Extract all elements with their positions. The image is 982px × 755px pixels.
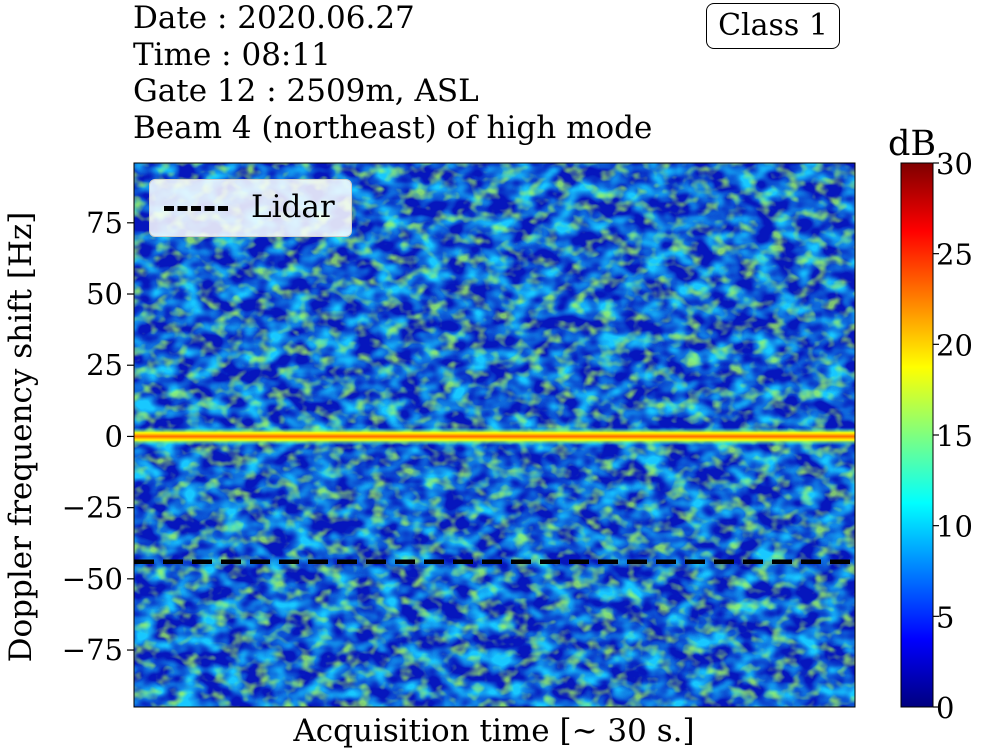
y-tick-label: −50 — [62, 562, 123, 596]
y-tick-label: 75 — [86, 206, 123, 240]
time-line: Time : 08:11 — [133, 36, 331, 73]
legend-lidar-swatch — [164, 206, 228, 211]
colorbar-tick-label: 0 — [936, 691, 954, 725]
colorbar-tick-label: 30 — [936, 147, 973, 181]
chart-header: Date : 2020.06.27 Time : 08:11 Gate 12 :… — [133, 0, 652, 146]
y-axis-label: Doppler frequency shift [Hz] — [3, 212, 39, 663]
legend-lidar-label: Lidar — [251, 189, 335, 225]
colorbar-tick-label: 5 — [936, 600, 954, 634]
y-tick-label: 25 — [86, 348, 123, 382]
y-axis-ticks: 75 50 25 0 −25 −50 −75 — [62, 206, 134, 667]
y-tick-label: 50 — [86, 277, 123, 311]
colorbar-tick-label: 15 — [936, 419, 973, 453]
y-tick-label: −75 — [62, 633, 123, 667]
heatmap-area — [134, 163, 855, 707]
y-tick-label: −25 — [62, 491, 123, 525]
beam-line: Beam 4 (northeast) of high mode — [133, 109, 653, 146]
y-tick-label: 0 — [105, 419, 123, 453]
colorbar-tick-label: 10 — [936, 510, 973, 544]
colorbar-ticks: 30 25 20 15 10 5 0 — [933, 147, 973, 725]
colorbar — [900, 162, 934, 708]
class-badge: Class 1 — [706, 3, 840, 49]
date-line: Date : 2020.06.27 — [133, 0, 415, 36]
colorbar-tick-label: 25 — [936, 238, 973, 272]
gate-line: Gate 12 : 2509m, ASL — [133, 73, 479, 109]
colorbar-unit: dB — [888, 124, 937, 164]
zero-doppler-band — [134, 427, 855, 446]
x-axis-label: Acquisition time [~ 30 s.] — [292, 713, 694, 749]
colorbar-tick-label: 20 — [936, 328, 973, 362]
legend: Lidar — [149, 179, 352, 237]
plot-frame — [133, 162, 856, 708]
